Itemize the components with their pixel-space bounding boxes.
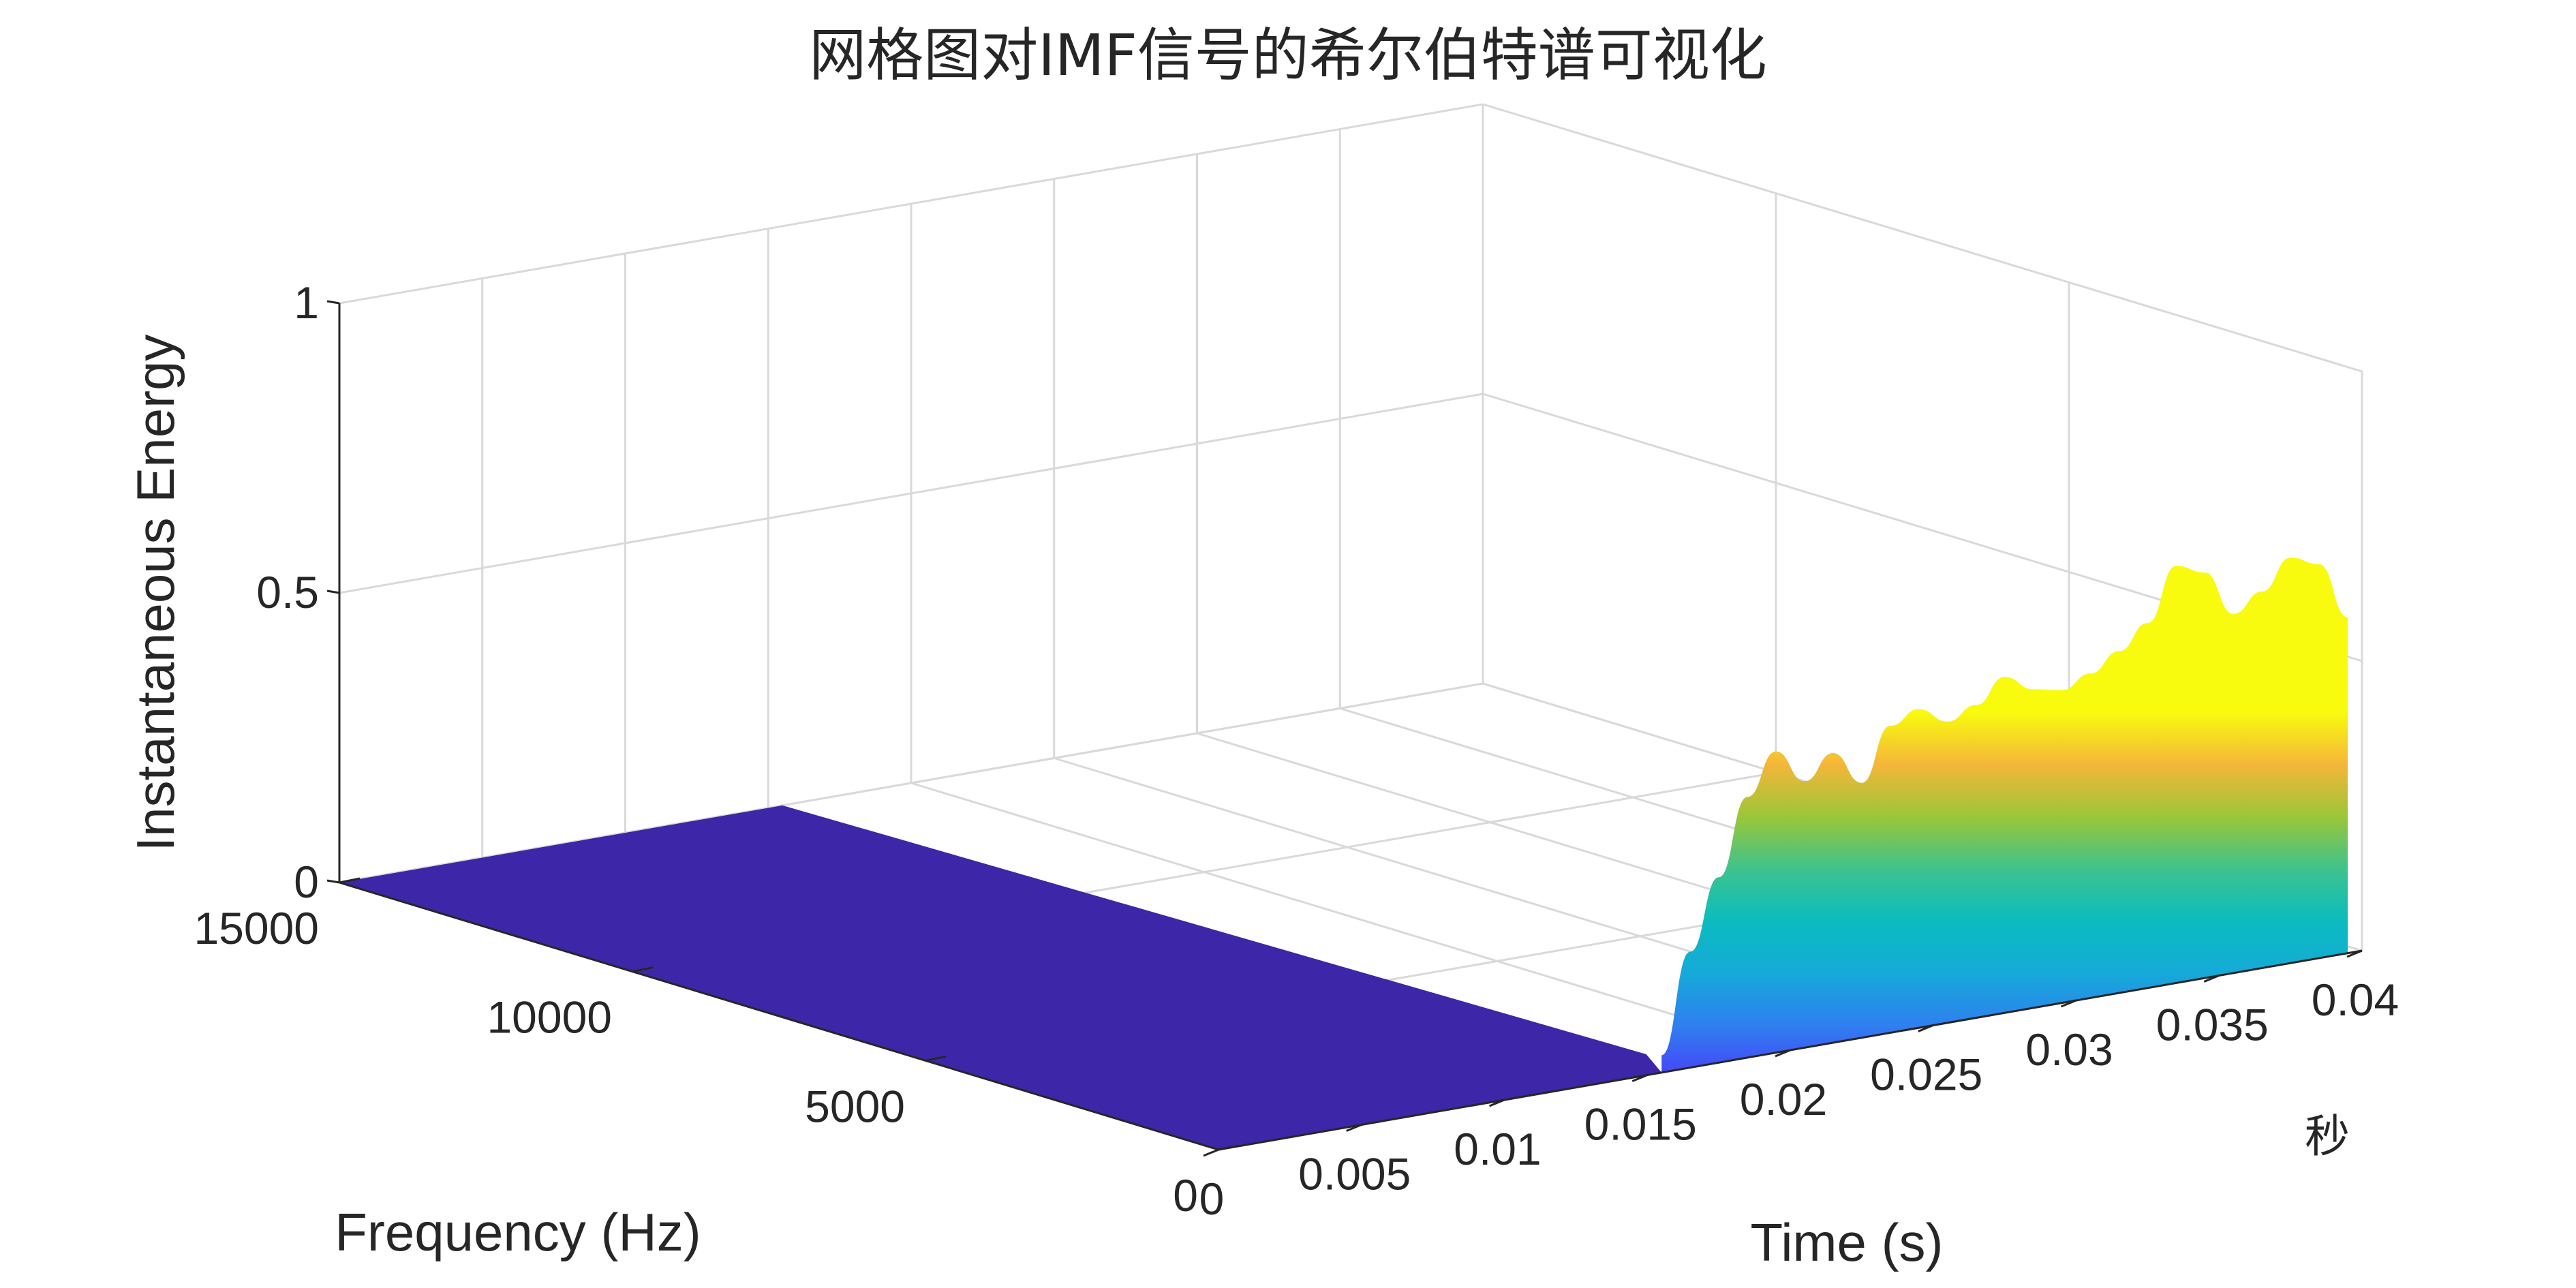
time-tick-label-6: 0.03 <box>2025 1024 2113 1075</box>
time-tick-0 <box>1203 1148 1219 1157</box>
freq-tick-label-3: 15000 <box>194 903 319 953</box>
y-axis-label: Frequency (Hz) <box>335 1202 701 1262</box>
grid-line-energy-side-2 <box>1482 103 2363 373</box>
energy-tick-2 <box>326 300 340 305</box>
surface-floor <box>339 805 1662 1150</box>
time-tick-label-4: 0.02 <box>1740 1074 1827 1124</box>
grid-line-energy-back-2 <box>339 103 1484 305</box>
time-tick-label-2: 0.01 <box>1454 1124 1541 1174</box>
freq-tick-2 <box>632 966 654 973</box>
time-tick-1 <box>1346 1124 1362 1132</box>
energy-tick-label-0: 0 <box>294 857 319 907</box>
energy-tick-1 <box>326 589 340 594</box>
time-tick-7 <box>2203 975 2220 983</box>
time-tick-label-1: 0.005 <box>1298 1149 1411 1199</box>
time-tick-label-5: 0.025 <box>1870 1049 1982 1100</box>
time-tick-4 <box>1775 1049 1791 1058</box>
freq-tick-label-1: 5000 <box>805 1081 905 1131</box>
ticks-layer: 0 0.005 0.01 0.015 0.02 0.025 0.03 0.035 0.04 0 50… <box>194 277 2399 1224</box>
time-tick-label-0: 0 <box>1199 1174 1225 1224</box>
freq-tick-1 <box>925 1055 947 1062</box>
freq-tick-label-0: 0 <box>1173 1170 1198 1221</box>
time-tick-label-3: 0.015 <box>1584 1099 1697 1150</box>
frequency-axis-line <box>339 881 1219 1151</box>
time-tick-6 <box>2060 999 2077 1008</box>
time-tick-5 <box>1918 1024 1934 1032</box>
energy-tick-label-2: 1 <box>294 277 319 328</box>
x-axis-unit-label: 秒 <box>2305 1110 2350 1163</box>
freq-tick-0 <box>1218 1144 1240 1151</box>
surface-layer <box>339 557 2348 1150</box>
energy-ridge-surface <box>1661 557 2348 1073</box>
time-tick-8 <box>2346 949 2363 958</box>
chart-title: 网格图对IMF信号的希尔伯特谱可视化 <box>809 22 1767 89</box>
time-tick-2 <box>1488 1099 1505 1107</box>
energy-tick-0 <box>326 879 340 884</box>
energy-tick-label-1: 0.5 <box>256 567 319 617</box>
x-axis-label: Time (s) <box>1750 1212 1943 1272</box>
time-tick-label-8: 0.04 <box>2312 975 2399 1025</box>
grid-line-energy-back-1 <box>339 393 1484 594</box>
time-tick-3 <box>1631 1074 1648 1082</box>
z-axis-label: Instantaneous Energy <box>125 335 185 852</box>
grid-floor-time-4 <box>910 782 1791 1052</box>
freq-tick-3 <box>339 877 361 884</box>
time-tick-label-7: 0.035 <box>2156 1000 2269 1050</box>
freq-tick-label-2: 10000 <box>487 992 612 1043</box>
